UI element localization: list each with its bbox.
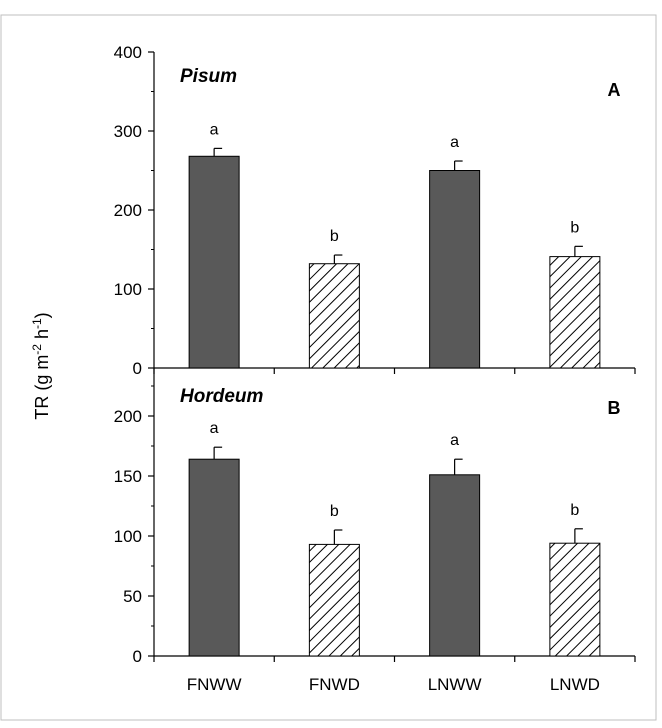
significance-letter: b: [330, 228, 339, 245]
significance-letter: b: [570, 502, 579, 519]
panels: 0 100 200 300 400 a b a b Pisum A 0 50 100 150 200 a b a b H…: [114, 43, 636, 694]
significance-letter: b: [570, 219, 579, 236]
x-tick-labels: FNWW FNWD LNWW LNWD: [187, 675, 600, 694]
figure-frame: [0, 14, 657, 721]
bar-fnww: [188, 458, 240, 657]
y-tick-label: 100: [114, 280, 142, 299]
y-tick-label: 0: [133, 647, 142, 666]
bar-lnww: [429, 474, 481, 657]
significance-letter: a: [450, 134, 459, 151]
y-tick-label: 200: [114, 407, 142, 426]
y-axis-label: TR (g m-2 h-1): [30, 312, 52, 419]
y-axis-label-mid: h: [32, 329, 52, 344]
bar-lnww: [429, 170, 481, 369]
y-axis-label-base: TR (g m: [32, 355, 52, 420]
y-tick-label: 150: [114, 467, 142, 486]
y-tick-label: 100: [114, 527, 142, 546]
significance-letter: a: [210, 121, 219, 138]
significance-letter: a: [450, 432, 459, 449]
species-label: Pisum: [180, 66, 237, 87]
species-label: Hordeum: [180, 386, 264, 407]
x-tick-label-fnwd: FNWD: [309, 675, 360, 694]
bar-fnwd: [308, 263, 360, 369]
y-tick-label: 300: [114, 122, 142, 141]
y-tick-label: 200: [114, 201, 142, 220]
bar-lnwd: [549, 542, 601, 657]
x-tick-label-lnwd: LNWD: [550, 675, 600, 694]
bar-fnww: [188, 155, 240, 369]
chart-panel-b: 0 50 100 150 200 a b a b Hordeum B: [114, 368, 636, 666]
x-tick-label-lnww: LNWW: [428, 675, 482, 694]
bar-lnwd: [549, 256, 601, 369]
y-axis-label-sup2: -1: [30, 318, 44, 329]
chart-panel-a: 0 100 200 300 400 a b a b Pisum A: [114, 43, 636, 378]
significance-letter: b: [330, 503, 339, 520]
panel-letter: B: [608, 398, 621, 418]
y-tick-label: 50: [123, 587, 142, 606]
y-axis-label-sup1: -2: [30, 344, 44, 355]
y-tick-label: 0: [133, 359, 142, 378]
x-tick-label-fnww: FNWW: [187, 675, 242, 694]
panel-letter: A: [608, 80, 621, 100]
y-axis-label-end: ): [32, 312, 52, 318]
significance-letter: a: [210, 420, 219, 437]
y-tick-label: 400: [114, 43, 142, 62]
bar-fnwd: [308, 543, 360, 657]
